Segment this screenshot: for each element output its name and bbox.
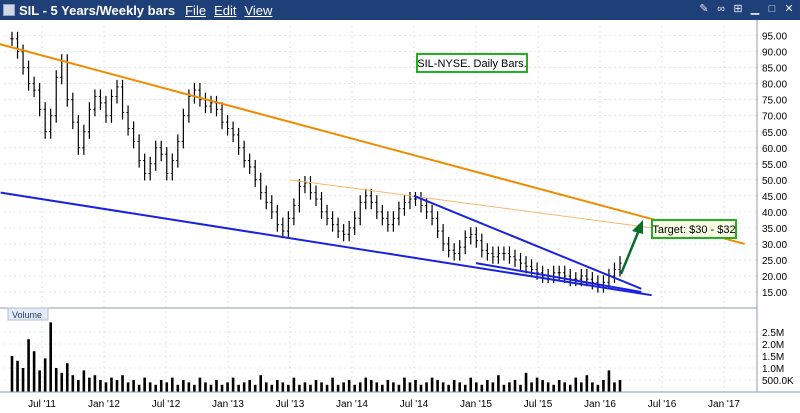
volume-tick-label: 500.0K [762, 376, 794, 387]
minimize-icon[interactable]: ▁ [750, 3, 760, 15]
time-tick-label: Jan '14 [336, 399, 368, 410]
price-tick-label: 65.00 [762, 128, 787, 139]
price-tick-label: 35.00 [762, 224, 787, 235]
trendline-wedge-bottom-blue [475, 262, 642, 293]
time-tick-label: Jan '15 [460, 399, 492, 410]
time-tick-label: Jul '13 [276, 399, 305, 410]
price-tick-label: 15.00 [762, 288, 787, 299]
price-tick-label: 40.00 [762, 208, 787, 219]
trendline-upper-orange [0, 43, 745, 245]
volume-label-box [7, 307, 49, 321]
time-tick-label: Jan '12 [88, 399, 120, 410]
menu-file[interactable]: File [185, 2, 207, 18]
volume-bars [10, 322, 622, 392]
price-tick-label: 25.00 [762, 256, 787, 267]
price-axis-ticks: 95.00 90.00 85.00 80.00 75.00 70.00 65.00 60.00… [762, 32, 787, 299]
chart-grid [4, 26, 757, 392]
chart-icon [3, 4, 15, 16]
target-text: Target: $30 - $32 [652, 224, 735, 236]
volume-tick-label: 1.5M [762, 352, 784, 363]
menu-edit[interactable]: Edit [214, 2, 237, 18]
annotation-box [416, 53, 528, 73]
price-tick-label: 60.00 [762, 144, 787, 155]
volume-tick-label: 2.5M [762, 328, 784, 339]
price-tick-label: 45.00 [762, 192, 787, 203]
price-tick-label: 80.00 [762, 80, 787, 91]
annotation-text: SIL-NYSE. Daily Bars. [417, 58, 526, 70]
trendline-lower-blue [0, 191, 652, 297]
menu-view[interactable]: View [244, 2, 273, 18]
price-tick-label: 70.00 [762, 112, 787, 123]
time-tick-label: Jan '17 [708, 399, 740, 410]
title-bar: SIL - 5 Years/Weekly bars File Edit View… [0, 0, 800, 20]
price-tick-label: 85.00 [762, 64, 787, 75]
volume-label: Volume [12, 310, 42, 320]
trendlines [0, 43, 745, 297]
price-tick-label: 50.00 [762, 176, 787, 187]
target-arrow-head [632, 220, 643, 234]
time-tick-label: Jul '16 [648, 399, 677, 410]
link-icon[interactable]: ∞ [717, 3, 725, 15]
price-chart: 95.00 90.00 85.00 80.00 75.00 70.00 65.00 60.00… [0, 20, 800, 413]
trendline-wedge-top-blue [413, 194, 642, 290]
trendline-thin-orange [289, 179, 652, 229]
grid-icon[interactable]: ⊞ [733, 3, 743, 15]
close-icon[interactable]: ✕ [784, 3, 794, 15]
maximize-icon[interactable]: □ [768, 3, 776, 15]
pen-icon[interactable]: ✎ [699, 3, 709, 15]
time-tick-label: Jul '12 [152, 399, 181, 410]
price-tick-label: 20.00 [762, 272, 787, 283]
target-arrow [619, 229, 641, 275]
volume-tick-label: 2.0M [762, 340, 784, 351]
price-axis [757, 20, 800, 413]
price-tick-label: 75.00 [762, 96, 787, 107]
window-title: SIL - 5 Years/Weekly bars [19, 2, 176, 18]
time-tick-label: Jul '14 [400, 399, 429, 410]
target-box [651, 219, 737, 239]
chart-background [0, 20, 800, 413]
time-axis-ticks: Jul '11 Jan '12 Jul '12 Jan '13 Jul '13 Jan '… [28, 399, 740, 410]
price-tick-label: 95.00 [762, 32, 787, 43]
price-tick-label: 55.00 [762, 160, 787, 171]
time-tick-label: Jul '11 [28, 399, 56, 410]
window-tools: ✎ ∞ ⊞ ▁ □ ✕ [697, 2, 796, 16]
time-tick-label: Jan '16 [584, 399, 616, 410]
volume-tick-label: 1.0M [762, 364, 784, 375]
price-tick-label: 30.00 [762, 240, 787, 251]
price-tick-label: 90.00 [762, 48, 787, 59]
time-tick-label: Jul '15 [524, 399, 553, 410]
time-tick-label: Jan '13 [212, 399, 244, 410]
